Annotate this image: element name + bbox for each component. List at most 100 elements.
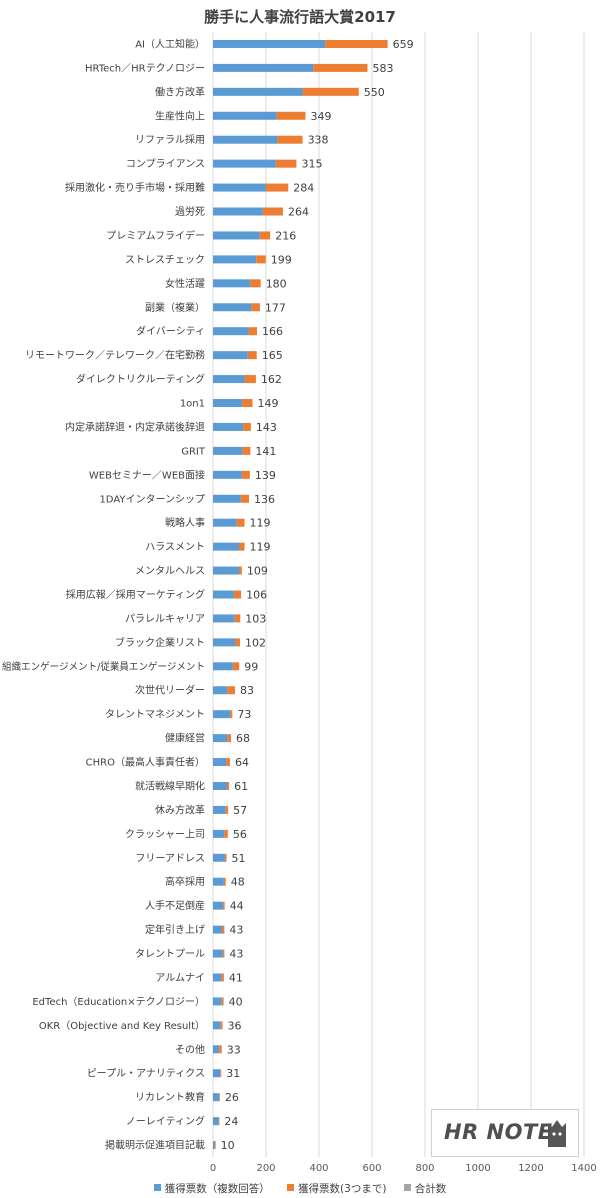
bar-series-1 xyxy=(213,973,222,982)
bar-series-1 xyxy=(213,375,245,384)
data-label-total: 166 xyxy=(262,325,283,338)
data-label-total: 119 xyxy=(250,541,271,554)
legend-swatch-orange xyxy=(287,1184,295,1191)
data-label-total: 102 xyxy=(245,636,266,649)
category-label: パラレルキャリア xyxy=(125,613,205,625)
bar-series-2 xyxy=(223,877,226,886)
category-label: 組織エンゲージメント/従業員エンゲージメント xyxy=(2,660,205,673)
category-label: GRIT xyxy=(181,446,206,457)
data-label-total: 216 xyxy=(275,229,296,242)
bar-series-2 xyxy=(221,997,224,1006)
category-label: フリーアドレス xyxy=(135,853,205,864)
bar-series-1 xyxy=(213,662,233,671)
category-label: AI（人工知能） xyxy=(135,37,205,50)
data-label-total: 64 xyxy=(235,756,249,769)
bar-series-1 xyxy=(213,1141,215,1150)
bar-series-2 xyxy=(259,231,271,240)
cat-icon xyxy=(548,1120,566,1147)
data-label-total: 10 xyxy=(221,1139,235,1152)
gridlines xyxy=(212,32,585,1157)
data-label-total: 43 xyxy=(229,924,243,937)
category-label: 1DAYインターンシップ xyxy=(99,493,205,505)
bar-series-2 xyxy=(223,901,225,910)
bar-series-2 xyxy=(230,710,233,719)
bar-series-2 xyxy=(244,375,256,384)
legend-item-series-3: 合計数 xyxy=(403,1181,446,1196)
category-label: 健康経営 xyxy=(165,732,205,745)
bar-series-2 xyxy=(220,1021,223,1030)
data-label-total: 149 xyxy=(257,397,278,410)
data-label-total: 40 xyxy=(229,995,243,1008)
data-label-total: 141 xyxy=(255,445,276,458)
bar-series-2 xyxy=(266,183,289,192)
data-label-total: 659 xyxy=(393,38,414,51)
bar-series-1 xyxy=(213,1069,221,1078)
bar-series-2 xyxy=(222,925,225,934)
category-label: ノーレイティング xyxy=(126,1115,205,1128)
category-label: 採用激化・売り手市場・採用難 xyxy=(65,181,205,194)
bar-series-2 xyxy=(256,255,266,264)
bar-series-1 xyxy=(213,87,303,96)
category-label: 女性活躍 xyxy=(165,277,205,290)
bar-series-2 xyxy=(275,159,297,168)
data-label-total: 550 xyxy=(364,86,385,99)
bar-series-1 xyxy=(213,734,228,743)
data-label-total: 180 xyxy=(266,277,287,290)
bar-series-2 xyxy=(226,758,230,767)
category-label: CHRO（最高人事責任者） xyxy=(86,756,205,769)
data-label-total: 73 xyxy=(237,708,251,721)
data-label-total: 109 xyxy=(247,565,268,578)
data-label-total: 583 xyxy=(372,62,393,75)
bar-series-2 xyxy=(251,303,260,312)
bar-series-1 xyxy=(213,231,260,240)
bar-series-1 xyxy=(213,135,278,144)
bar-series-2 xyxy=(242,446,251,455)
bar-series-1 xyxy=(213,399,243,408)
logo-text: HR NOTE xyxy=(444,1120,553,1144)
legend-label: 獲得票数(3つまで) xyxy=(298,1183,387,1195)
data-label-total: 26 xyxy=(225,1091,239,1104)
legend-item-series-2: 獲得票数(3つまで) xyxy=(287,1181,386,1196)
bar-series-2 xyxy=(232,662,240,671)
data-label-total: 199 xyxy=(271,253,292,266)
bar-series-1 xyxy=(213,1117,219,1126)
bar-series-1 xyxy=(213,422,244,431)
x-tick-label: 1000 xyxy=(465,1163,490,1174)
y-axis-category-labels: AI（人工知能） HRTech／HRテクノロジー働き方改革生産性向上リファラル採用… xyxy=(2,37,206,1151)
bar-series-1 xyxy=(213,63,314,72)
category-label: WEBセミナー／WEB面接 xyxy=(89,468,205,481)
data-label-total: 136 xyxy=(254,493,275,506)
x-tick-label: 0 xyxy=(210,1163,216,1174)
bar-series-2 xyxy=(214,1141,216,1150)
bar-series-1 xyxy=(213,590,234,599)
data-label-total: 41 xyxy=(229,971,243,984)
bar-series-1 xyxy=(213,351,248,360)
category-label: ブラック企業リスト xyxy=(115,636,205,649)
bar-series-1 xyxy=(213,327,249,336)
category-label: 高卒採用 xyxy=(165,875,205,888)
x-tick-label: 1400 xyxy=(571,1163,596,1174)
data-label-total: 68 xyxy=(236,732,250,745)
bar-series-2 xyxy=(221,973,224,982)
bar-series-1 xyxy=(213,781,228,790)
data-label-total: 165 xyxy=(262,349,283,362)
category-label: ストレスチェック xyxy=(125,254,205,266)
bar-series-2 xyxy=(243,422,251,431)
category-label: ハラスメント xyxy=(145,541,205,553)
legend-swatch-blue xyxy=(153,1184,161,1191)
bar-series-1 xyxy=(213,1093,220,1102)
bar-series-2 xyxy=(227,734,232,743)
bar-series-1 xyxy=(213,111,277,120)
category-label: メンタルヘルス xyxy=(135,565,205,577)
bar-series-2 xyxy=(236,518,245,527)
bar-series-2 xyxy=(224,829,228,838)
data-label-total: 56 xyxy=(233,828,247,841)
data-label-total: 99 xyxy=(244,660,258,673)
bar-series-2 xyxy=(219,1093,220,1102)
bar-series-2 xyxy=(227,781,230,790)
bar-series-1 xyxy=(213,901,224,910)
category-label: タレントプール xyxy=(135,948,205,960)
data-label-total: 143 xyxy=(256,421,277,434)
category-label: 過労死 xyxy=(175,205,205,218)
